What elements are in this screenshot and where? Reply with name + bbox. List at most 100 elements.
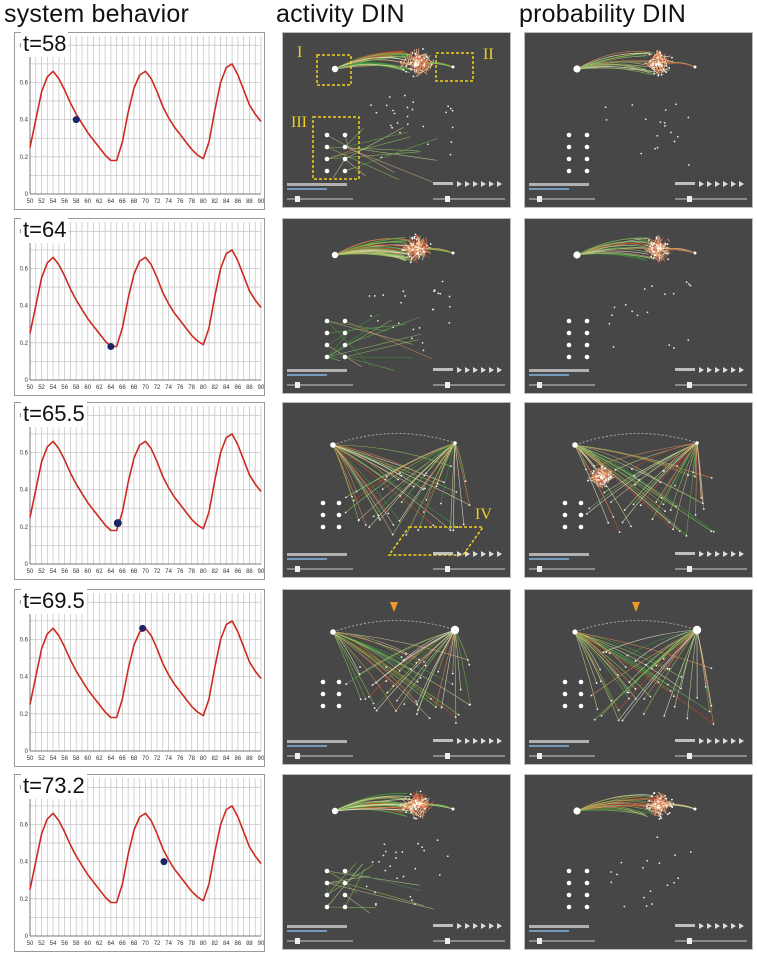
x-tick-label: 74 [165, 385, 172, 391]
network-node [417, 709, 419, 711]
network-node [429, 697, 432, 700]
x-tick-label: 86 [235, 941, 242, 947]
network-node [469, 703, 472, 706]
network-node [400, 656, 403, 658]
edge-bundle [332, 631, 470, 719]
x-tick-label: 50 [27, 199, 34, 205]
network-node [686, 717, 689, 720]
network-node [645, 663, 648, 666]
network-node [395, 710, 397, 712]
activity-din-panel: I II III [282, 32, 511, 208]
x-tick-label: 78 [188, 941, 195, 947]
network-node [627, 691, 630, 694]
network-node [659, 481, 662, 484]
grid-node [584, 904, 590, 910]
tail-node [451, 251, 455, 255]
y-tick-label: 0.4 [20, 118, 29, 124]
y-tick-label: 0.2 [20, 525, 29, 531]
network-node [668, 668, 671, 670]
network-node [372, 515, 375, 518]
callout-label: II [483, 46, 494, 63]
network-node [359, 698, 362, 701]
x-tick-label: 82 [211, 756, 218, 762]
x-tick-label: 66 [119, 199, 126, 205]
playback-controls[interactable] [287, 923, 505, 944]
network-node [452, 529, 455, 532]
network-node [405, 533, 408, 536]
network-node [373, 707, 376, 709]
network-node [451, 672, 454, 675]
network-node [676, 465, 679, 467]
playback-controls[interactable] [529, 738, 747, 759]
playback-controls[interactable] [287, 181, 505, 202]
network-node [662, 657, 665, 660]
network-node [432, 524, 435, 527]
network-node [628, 681, 631, 684]
x-tick-label: 88 [246, 941, 253, 947]
network-node [678, 530, 681, 533]
arc-edge [574, 433, 698, 446]
time-marker [72, 116, 80, 124]
playback-controls[interactable] [529, 181, 747, 202]
activity-din-graph [287, 602, 505, 759]
x-tick-label: 62 [96, 756, 103, 762]
network-node [700, 497, 703, 499]
network-node [386, 691, 389, 694]
grid-node [324, 156, 330, 162]
x-tick-label: 62 [96, 199, 103, 205]
network-node [422, 511, 425, 513]
x-tick-label: 62 [96, 385, 103, 391]
edge-bundle [334, 50, 412, 74]
behavior-chart: 00.20.40.60.8505254565860626466687072747… [20, 778, 264, 947]
network-node [440, 706, 443, 709]
x-tick-label: 64 [108, 385, 115, 391]
x-tick-label: 50 [27, 941, 34, 947]
callout-box [435, 52, 474, 82]
network-node [417, 529, 420, 532]
x-tick-label: 90 [258, 941, 264, 947]
arc-edge [332, 433, 456, 446]
network-node [657, 681, 660, 684]
tail-node [693, 251, 697, 255]
time-label: t=65.5 [21, 401, 87, 427]
playback-controls[interactable] [287, 551, 505, 572]
x-tick-label: 56 [61, 385, 68, 391]
network-node [455, 491, 458, 493]
edge-bundle [426, 248, 454, 254]
grid-node [566, 904, 572, 910]
playback-controls[interactable] [529, 923, 747, 944]
tail-node [451, 807, 455, 811]
time-marker [113, 519, 122, 528]
network-node [378, 518, 381, 521]
playback-controls[interactable] [529, 367, 747, 388]
hub-node [695, 441, 699, 445]
network-node [685, 534, 688, 537]
grid-node [320, 703, 326, 709]
grid-node [578, 524, 584, 530]
playback-controls[interactable] [287, 367, 505, 388]
network-node [618, 531, 621, 534]
x-tick-label: 88 [246, 385, 253, 391]
network-node [623, 509, 626, 511]
callout-box [316, 54, 352, 86]
grid-node [342, 330, 348, 336]
x-tick-label: 66 [119, 941, 126, 947]
playback-controls[interactable] [287, 738, 505, 759]
grid-node [584, 132, 590, 138]
x-tick-label: 86 [235, 199, 242, 205]
network-node [675, 505, 678, 508]
x-tick-label: 72 [154, 941, 161, 947]
network-node [377, 514, 380, 517]
network-node [666, 683, 669, 686]
peripheral-nodes [368, 280, 451, 352]
network-node [634, 687, 637, 690]
hub-node [330, 629, 336, 635]
x-tick-label: 56 [61, 941, 68, 947]
network-node [712, 723, 715, 725]
behavior-chart: 00.20.40.60.8505254565860626466687072747… [20, 222, 264, 391]
hub-node [573, 807, 581, 815]
playback-controls[interactable] [529, 551, 747, 572]
network-node [710, 704, 713, 707]
x-tick-label: 64 [108, 199, 115, 205]
edge-bundle [426, 804, 454, 810]
